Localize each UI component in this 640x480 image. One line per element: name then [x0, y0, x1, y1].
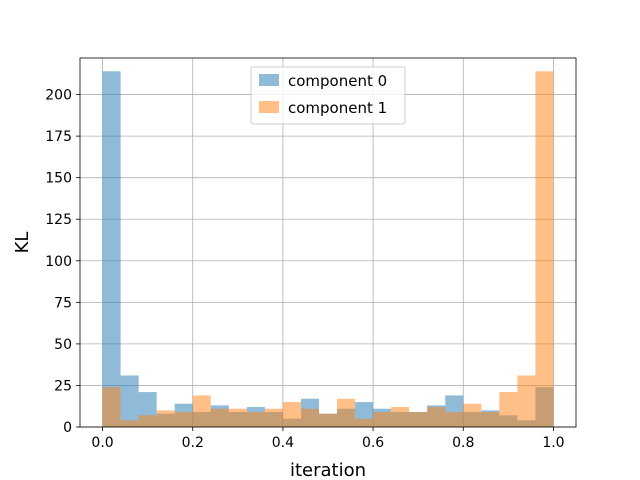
bar-component-1-bin-8: [246, 412, 265, 427]
bar-component-0-bin-1: [120, 375, 139, 427]
legend-swatch-component-1: [259, 101, 279, 113]
bar-component-1-bin-18: [427, 407, 446, 427]
legend-label-component-0: component 0: [288, 72, 387, 90]
bar-component-1-bin-9: [264, 408, 283, 427]
bar-component-1-bin-24: [535, 71, 554, 427]
bar-component-1-bin-0: [102, 387, 121, 427]
y-tick-label: 75: [54, 295, 72, 311]
histogram-bars: [102, 71, 554, 427]
bar-component-1-bin-15: [373, 412, 392, 427]
plot-frame: [79, 57, 577, 428]
x-tick-label: 0.0: [91, 435, 113, 451]
bar-component-1-bin-13: [337, 398, 356, 427]
bar-component-1-bin-22: [499, 392, 518, 427]
y-tick-label: 50: [54, 337, 72, 353]
bar-component-1-bin-7: [228, 408, 247, 427]
x-tick-label: 0.2: [182, 435, 204, 451]
axis-ticks: 0.0 0.2 0.4 0.6 0.8 1.0 0 25 50 75 100 125 150 175 200: [45, 88, 564, 451]
bar-component-1-bin-21: [481, 412, 500, 427]
bar-component-1-bin-20: [463, 403, 482, 427]
y-axis-label: KL: [12, 232, 33, 254]
y-tick-label: 25: [54, 378, 72, 394]
x-axis-label: iteration: [290, 460, 366, 480]
bar-component-1-bin-19: [445, 412, 464, 427]
y-tick-label: 0: [63, 420, 72, 436]
x-tick-label: 0.8: [452, 435, 474, 451]
bar-component-1-bin-17: [409, 412, 428, 427]
y-tick-label: 125: [45, 212, 72, 228]
legend-swatch-component-0: [259, 74, 279, 86]
legend: component 0 component 1: [250, 66, 406, 125]
bar-component-1-bin-14: [355, 418, 374, 427]
legend-label-component-1: component 1: [288, 99, 387, 117]
legend-box: [250, 66, 406, 125]
y-tick-label: 175: [45, 129, 72, 145]
bar-component-1-bin-3: [156, 410, 175, 427]
x-tick-label: 0.6: [362, 435, 384, 451]
bar-component-1-bin-2: [138, 415, 157, 427]
bar-component-1-bin-12: [318, 413, 338, 427]
bar-component-1-bin-23: [517, 375, 536, 427]
bar-component-1-bin-10: [282, 402, 301, 427]
x-tick-label: 0.4: [272, 435, 294, 451]
bar-component-0-bin-0: [102, 71, 121, 427]
y-tick-label: 150: [45, 171, 72, 187]
y-tick-label: 100: [45, 254, 72, 270]
bar-component-1-bin-5: [192, 395, 211, 427]
bar-component-1-bin-6: [210, 408, 229, 427]
x-tick-label: 1.0: [542, 435, 564, 451]
bar-component-1-bin-1: [120, 420, 139, 427]
bar-component-1-bin-4: [174, 412, 193, 427]
bar-component-1-bin-11: [300, 408, 319, 427]
bar-component-1-bin-16: [391, 407, 410, 427]
y-tick-label: 200: [45, 88, 72, 104]
